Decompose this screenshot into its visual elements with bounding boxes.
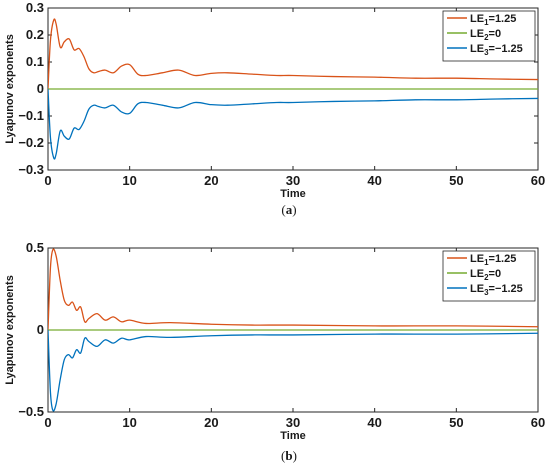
series-line-le1 — [48, 18, 538, 90]
legend-entry: LE2=0 — [470, 28, 501, 42]
x-axis-label: Time — [280, 430, 305, 442]
x-tick-label: 40 — [367, 173, 381, 188]
y-tick-label: 0 — [37, 81, 44, 96]
y-tick-label: −0.1 — [18, 108, 44, 123]
y-tick-label: 0.2 — [26, 27, 44, 42]
legend-entry: LE3=−1.25 — [470, 283, 523, 297]
x-tick-label: 50 — [449, 415, 463, 430]
x-tick-label: 0 — [44, 415, 51, 430]
series-line-le3 — [48, 329, 538, 412]
y-axis-label: Lyapunov exponents — [4, 275, 16, 385]
legend-entry: LE1=1.25 — [470, 13, 516, 27]
series-line-le1 — [48, 248, 538, 331]
x-tick-label: 40 — [367, 415, 381, 430]
x-tick-label: 20 — [204, 173, 218, 188]
y-tick-label: 0.5 — [26, 240, 44, 255]
x-tick-label: 60 — [531, 415, 545, 430]
figure-caption: (b) — [281, 448, 297, 463]
y-tick-label: 0 — [37, 322, 44, 337]
legend-entry: LE3=−1.25 — [470, 43, 523, 57]
y-axis-label: Lyapunov exponents — [4, 34, 16, 144]
x-tick-label: 10 — [122, 173, 136, 188]
series-line-le3 — [48, 88, 538, 160]
y-tick-label: −0.3 — [18, 162, 44, 177]
legend-entry: LE2=0 — [470, 268, 501, 282]
legend-box — [442, 250, 536, 302]
x-tick-label: 20 — [204, 415, 218, 430]
x-tick-label: 0 — [44, 173, 51, 188]
figure-caption: (a) — [281, 202, 296, 217]
y-tick-label: −0.5 — [18, 404, 44, 419]
y-tick-label: −0.2 — [18, 135, 44, 150]
y-tick-label: 0.1 — [26, 54, 44, 69]
x-tick-label: 30 — [286, 415, 300, 430]
x-tick-label: 30 — [286, 173, 300, 188]
y-tick-label: 0.3 — [26, 0, 44, 15]
x-tick-label: 50 — [449, 173, 463, 188]
chart-a: 0 10 20 30 40 50 60 −0.3 −0.2 −0.1 0 0.1 0.2 0.3 Time L… — [4, 0, 545, 217]
legend-entry: LE1=1.25 — [470, 253, 516, 267]
x-axis-label: Time — [280, 188, 305, 200]
x-tick-label: 60 — [531, 173, 545, 188]
x-tick-label: 10 — [122, 415, 136, 430]
legend-box — [442, 10, 536, 62]
